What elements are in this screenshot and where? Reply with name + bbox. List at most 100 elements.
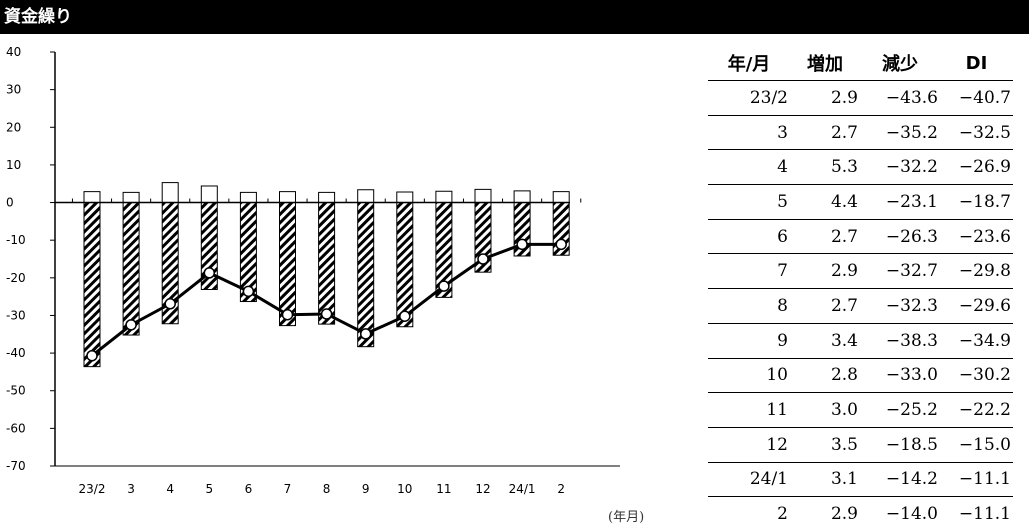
table-row: 12 3.5 −18.5 −15.0 (708, 427, 1013, 463)
cell-increase: 5.3 (790, 149, 860, 186)
di-point (164, 298, 176, 310)
di-point (320, 308, 333, 320)
bar-increase (513, 190, 531, 204)
bar-decrease (83, 202, 101, 368)
y-tick-label: -10 (6, 233, 26, 247)
x-tick-label: 6 (245, 482, 253, 496)
x-tick-label: 7 (284, 482, 292, 496)
bar-increase (552, 191, 570, 204)
header-year-month: 年/月 (708, 46, 790, 81)
x-tick-label: 11 (436, 482, 451, 496)
bar-increase (357, 189, 375, 204)
x-tick-label: 3 (127, 482, 135, 496)
bar-decrease (279, 202, 296, 327)
di-point (242, 285, 255, 298)
cell-year-month: 7 (708, 253, 790, 290)
y-tick-label: 40 (6, 45, 21, 59)
x-axis-unit-label: (年月) (608, 510, 645, 525)
bar-decrease (122, 202, 140, 336)
cell-decrease: −23.1 (860, 184, 940, 220)
di-point (438, 280, 450, 292)
x-tick-label: 8 (323, 482, 331, 496)
table-row: 24/1 3.1 −14.2 −11.1 (708, 462, 1013, 498)
y-tick-label: 20 (6, 120, 21, 134)
table-header-row: 年/月 増加 減少 DI (708, 46, 1013, 81)
bar-increase (396, 191, 414, 204)
cell-year-month: 4 (708, 149, 790, 186)
y-tick-label: 0 (6, 196, 14, 210)
x-tick-label: 10 (397, 482, 412, 496)
y-tick-label: -70 (6, 459, 26, 473)
cell-decrease: −18.5 (860, 427, 940, 463)
table-row: 4 5.3 −32.2 −26.9 (708, 149, 1013, 186)
di-point (203, 267, 216, 279)
cell-year-month: 3 (708, 115, 790, 151)
cell-di: −40.7 (940, 80, 1013, 116)
bar-decrease (396, 202, 414, 328)
x-tick-label: 2 (557, 482, 565, 496)
table-row: 8 2.7 −32.3 −29.6 (708, 288, 1013, 324)
di-point (399, 310, 411, 322)
cell-year-month: 11 (708, 392, 790, 428)
di-point (516, 238, 528, 251)
bar-decrease (357, 202, 375, 348)
cell-increase: 2.9 (790, 80, 860, 116)
cell-year-month: 24/1 (708, 462, 790, 498)
cell-decrease: −14.2 (860, 462, 940, 498)
x-tick-label: 23/2 (79, 482, 106, 496)
cell-increase: 4.4 (790, 184, 860, 220)
cell-decrease: −33.0 (860, 358, 940, 394)
cell-di: −11.1 (958, 504, 1011, 525)
bar-increase (122, 191, 140, 204)
cell-di: −29.8 (940, 253, 1013, 290)
cell-increase: 2.8 (790, 358, 860, 394)
di-point (281, 308, 294, 321)
bar-increase (318, 191, 336, 204)
bar-decrease (318, 202, 336, 325)
cell-increase: 2.7 (790, 115, 860, 151)
chart-area: 40 30 20 10 0 -10 -20 -30 -40 -50 -60 -70 23/2 3 4 5 6 7… (6, 45, 620, 496)
y-tick-label: -20 (6, 271, 26, 285)
cell-decrease: −14.0 (885, 504, 938, 525)
cell-decrease: −26.3 (860, 219, 940, 255)
x-tick-label: 12 (475, 482, 490, 496)
cell-decrease: −25.2 (860, 392, 940, 428)
y-tick-label: -50 (6, 384, 26, 398)
y-tick-label: -60 (6, 421, 26, 435)
bar-increase (161, 182, 179, 204)
cell-decrease: −38.3 (860, 323, 940, 359)
table-row: 10 2.8 −33.0 −30.2 (708, 358, 1013, 394)
cell-year-month: 23/2 (708, 80, 790, 116)
cell-year-month: 6 (708, 219, 790, 255)
chart-title: 資金繰り (0, 0, 1029, 34)
table-row: 2 2.9 −14.0 −11.1 (708, 497, 1013, 531)
cell-di: −29.6 (940, 288, 1013, 324)
cell-di: −15.0 (940, 427, 1013, 463)
cell-increase: 3.5 (790, 427, 860, 463)
table-row: 11 3.0 −25.2 −22.2 (708, 392, 1013, 428)
di-point (86, 349, 98, 362)
cell-increase: 2.9 (830, 504, 858, 525)
bar-increase (435, 190, 453, 204)
cell-year-month: 10 (708, 358, 790, 394)
di-point (125, 319, 137, 331)
bar-increase (83, 191, 101, 204)
di-point (555, 238, 567, 251)
cell-di: −11.1 (940, 462, 1013, 498)
cell-decrease: −32.7 (860, 253, 940, 290)
cell-increase: 2.7 (790, 288, 860, 324)
table-row: 7 2.9 −32.7 −29.8 (708, 253, 1013, 290)
x-tick-label: 24/1 (509, 482, 536, 496)
cell-decrease: −32.2 (860, 149, 940, 186)
table-row: 6 2.7 −26.3 −23.6 (708, 219, 1013, 255)
table-row: 23/2 2.9 −43.6 −40.7 (708, 80, 1013, 116)
cell-di: −34.9 (940, 323, 1013, 359)
cell-increase: 2.9 (790, 253, 860, 290)
cell-decrease: −43.6 (860, 80, 940, 116)
y-tick-label: 10 (6, 158, 21, 172)
cell-di: −26.9 (940, 149, 1013, 186)
y-tick-label: -40 (6, 346, 26, 360)
cell-year-month: 5 (708, 184, 790, 220)
cell-di: −30.2 (940, 358, 1013, 394)
table-row: 3 2.7 −35.2 −32.5 (708, 115, 1013, 151)
